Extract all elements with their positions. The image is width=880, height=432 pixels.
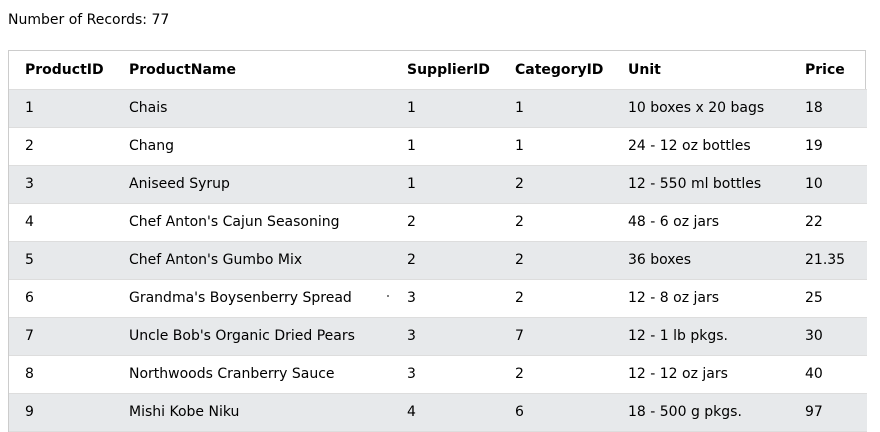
cell-price: 97 xyxy=(789,393,867,432)
cell-supplierid: 3 xyxy=(391,317,499,356)
results-table-container: ProductID ProductName SupplierID Categor… xyxy=(8,50,867,432)
cell-productname: Chef Anton's Cajun Seasoning xyxy=(113,203,391,242)
cell-supplierid: 1 xyxy=(391,89,499,128)
cell-categoryid: 2 xyxy=(499,279,612,318)
cell-categoryid: 6 xyxy=(499,393,612,432)
cell-price: 30 xyxy=(789,317,867,356)
cell-productname: Chais xyxy=(113,89,391,128)
cell-categoryid: 1 xyxy=(499,127,612,166)
table-row: 6 Grandma's Boysenberry Spread 3 2 12 - 8 oz… xyxy=(9,279,867,318)
cell-productid: 4 xyxy=(9,203,113,242)
cell-productid: 7 xyxy=(9,317,113,356)
column-header-unit: Unit xyxy=(612,51,789,90)
cell-price: 18 xyxy=(789,89,867,128)
cell-price: 22 xyxy=(789,203,867,242)
cell-productname: Chang xyxy=(113,127,391,166)
cell-unit: 24 - 12 oz bottles xyxy=(612,127,789,166)
table-row: 7 Uncle Bob's Organic Dried Pears 3 7 12 - 1… xyxy=(9,317,867,356)
column-header-price: Price xyxy=(789,51,867,90)
cell-productname: Northwoods Cranberry Sauce xyxy=(113,355,391,394)
cell-supplierid: 1 xyxy=(391,165,499,204)
cell-categoryid: 1 xyxy=(499,89,612,128)
cell-price: 40 xyxy=(789,355,867,394)
cell-supplierid: 3 xyxy=(391,279,499,318)
cell-price: 10 xyxy=(789,165,867,204)
cell-unit: 10 boxes x 20 bags xyxy=(612,89,789,128)
cell-categoryid: 2 xyxy=(499,241,612,280)
cell-unit: 18 - 500 g pkgs. xyxy=(612,393,789,432)
cell-productname: Uncle Bob's Organic Dried Pears xyxy=(113,317,391,356)
cell-productid: 1 xyxy=(9,89,113,128)
table-row: 4 Chef Anton's Cajun Seasoning 2 2 48 - 6 oz… xyxy=(9,203,867,242)
cell-supplierid: 4 xyxy=(391,393,499,432)
record-count: Number of Records: 77 xyxy=(8,12,170,28)
results-table: ProductID ProductName SupplierID Categor… xyxy=(9,51,867,432)
cell-supplierid: 3 xyxy=(391,355,499,394)
cell-productname: Grandma's Boysenberry Spread xyxy=(113,279,391,318)
cell-productid: 8 xyxy=(9,355,113,394)
cell-unit: 12 - 12 oz jars xyxy=(612,355,789,394)
cell-productid: 3 xyxy=(9,165,113,204)
column-header-categoryid: CategoryID xyxy=(499,51,612,90)
column-header-productname: ProductName xyxy=(113,51,391,90)
cell-productname: Aniseed Syrup xyxy=(113,165,391,204)
table-row: 2 Chang 1 1 24 - 12 oz bottles 19 xyxy=(9,127,867,166)
cell-productid: 2 xyxy=(9,127,113,166)
stray-dot-mark xyxy=(387,295,389,297)
cell-price: 19 xyxy=(789,127,867,166)
cell-productid: 9 xyxy=(9,393,113,432)
cell-price: 25 xyxy=(789,279,867,318)
cell-unit: 12 - 1 lb pkgs. xyxy=(612,317,789,356)
cell-categoryid: 7 xyxy=(499,317,612,356)
cell-productname: Mishi Kobe Niku xyxy=(113,393,391,432)
cell-categoryid: 2 xyxy=(499,165,612,204)
table-row: 8 Northwoods Cranberry Sauce 3 2 12 - 12 oz … xyxy=(9,355,867,394)
table-body: 1 Chais 1 1 10 boxes x 20 bags 18 2 Chang 1 1 24 -… xyxy=(9,89,867,432)
cell-productname: Chef Anton's Gumbo Mix xyxy=(113,241,391,280)
column-header-productid: ProductID xyxy=(9,51,113,90)
cell-productid: 6 xyxy=(9,279,113,318)
cell-productid: 5 xyxy=(9,241,113,280)
cell-unit: 36 boxes xyxy=(612,241,789,280)
cell-supplierid: 2 xyxy=(391,241,499,280)
cell-price: 21.35 xyxy=(789,241,867,280)
cell-categoryid: 2 xyxy=(499,355,612,394)
table-row: 5 Chef Anton's Gumbo Mix 2 2 36 boxes 21.35 xyxy=(9,241,867,280)
table-row: 1 Chais 1 1 10 boxes x 20 bags 18 xyxy=(9,89,867,128)
cell-supplierid: 1 xyxy=(391,127,499,166)
cell-unit: 48 - 6 oz jars xyxy=(612,203,789,242)
cell-unit: 12 - 8 oz jars xyxy=(612,279,789,318)
table-row: 3 Aniseed Syrup 1 2 12 - 550 ml bottles 10 xyxy=(9,165,867,204)
cell-supplierid: 2 xyxy=(391,203,499,242)
cell-unit: 12 - 550 ml bottles xyxy=(612,165,789,204)
cell-categoryid: 2 xyxy=(499,203,612,242)
column-header-supplierid: SupplierID xyxy=(391,51,499,90)
table-row: 9 Mishi Kobe Niku 4 6 18 - 500 g pkgs. 97 xyxy=(9,393,867,432)
table-header-row: ProductID ProductName SupplierID Categor… xyxy=(9,51,867,90)
